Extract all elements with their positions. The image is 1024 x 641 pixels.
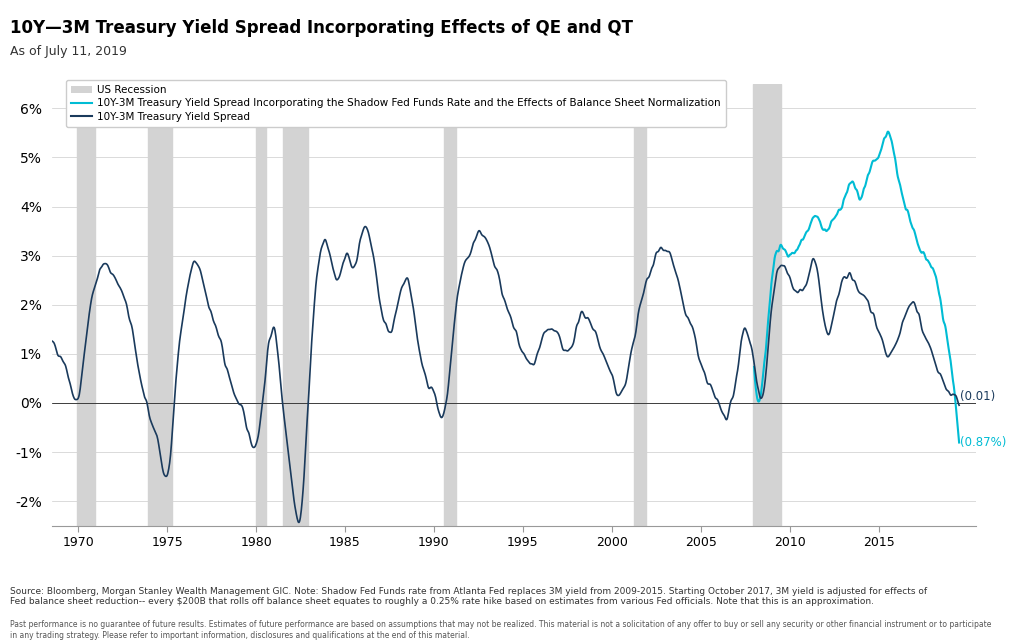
Text: 10Y—3M Treasury Yield Spread Incorporating Effects of QE and QT: 10Y—3M Treasury Yield Spread Incorporati… — [10, 19, 633, 37]
Text: Source: Bloomberg, Morgan Stanley Wealth Management GIC. Note: Shadow Fed Funds : Source: Bloomberg, Morgan Stanley Wealth… — [10, 587, 928, 606]
Text: Past performance is no guarantee of future results. Estimates of future performa: Past performance is no guarantee of futu… — [10, 620, 991, 640]
Bar — [753, 84, 780, 526]
Text: As of July 11, 2019: As of July 11, 2019 — [10, 45, 127, 58]
Bar — [77, 84, 94, 526]
Text: (0.87%): (0.87%) — [961, 436, 1007, 449]
Bar — [634, 84, 646, 526]
Legend: US Recession, 10Y-3M Treasury Yield Spread Incorporating the Shadow Fed Funds Ra: US Recession, 10Y-3M Treasury Yield Spre… — [67, 80, 726, 127]
Bar — [444, 84, 456, 526]
Bar — [256, 84, 266, 526]
Bar — [147, 84, 172, 526]
Text: (0.01): (0.01) — [961, 390, 995, 403]
Bar — [283, 84, 308, 526]
